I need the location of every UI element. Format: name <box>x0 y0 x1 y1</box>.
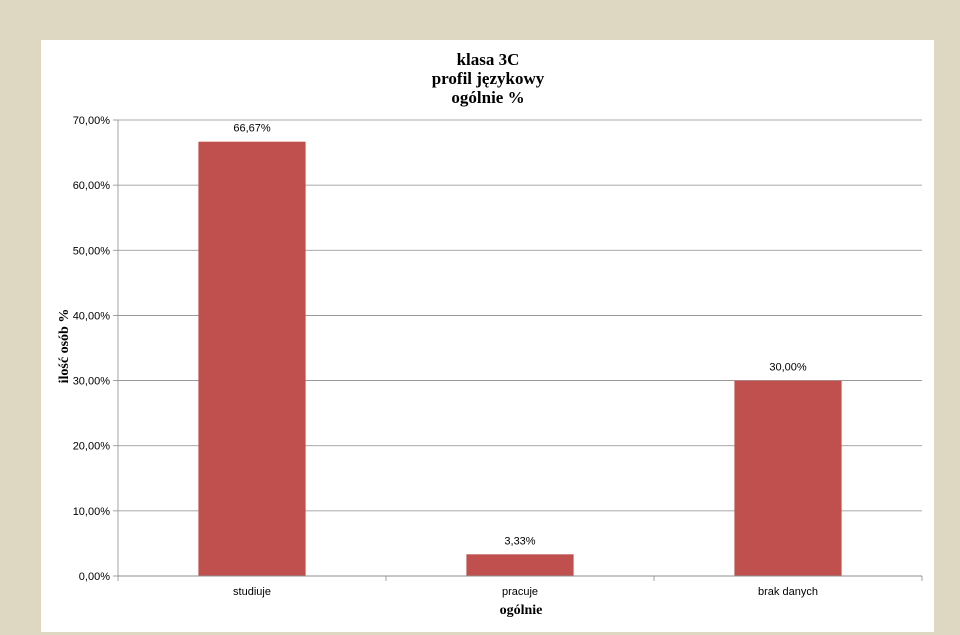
chart-title-line: ogólnie % <box>451 88 524 107</box>
bar-pracuje <box>466 554 574 576</box>
data-label: 30,00% <box>769 362 807 374</box>
y-axis-title: ilość osób % <box>57 309 72 384</box>
data-label: 3,33% <box>504 535 535 547</box>
y-tick-label: 20,00% <box>73 441 111 453</box>
bars <box>198 141 842 576</box>
x-axis-title: ogólnie <box>500 603 543 618</box>
x-category-label: brak danych <box>758 586 818 598</box>
y-axis-ticks: 0,00% 10,00% 20,00% 30,00% 40,00% 50,00% 60,00… <box>73 115 119 583</box>
x-axis-categories: studiuje pracuje brak danych <box>117 575 923 598</box>
x-category-label: studiuje <box>233 586 271 598</box>
chart-area: klasa 3C profil językowy ogólnie % 0,00% 10… <box>41 40 934 632</box>
chart-title-line: profil językowy <box>432 69 545 88</box>
y-tick-label: 50,00% <box>73 245 111 257</box>
x-category-label: pracuje <box>502 586 538 598</box>
bar-studiuje <box>198 141 306 576</box>
y-tick-label: 70,00% <box>73 115 111 127</box>
y-tick-label: 60,00% <box>73 180 111 192</box>
y-tick-label: 30,00% <box>73 376 111 388</box>
data-label: 66,67% <box>233 123 271 135</box>
bar-brak-danych <box>734 380 842 576</box>
data-labels: 66,67% 3,33% 30,00% <box>233 123 807 548</box>
y-tick-label: 10,00% <box>73 506 111 518</box>
chart-title-line: klasa 3C <box>457 50 520 69</box>
y-tick-label: 40,00% <box>73 310 111 322</box>
y-tick-label: 0,00% <box>79 571 110 583</box>
